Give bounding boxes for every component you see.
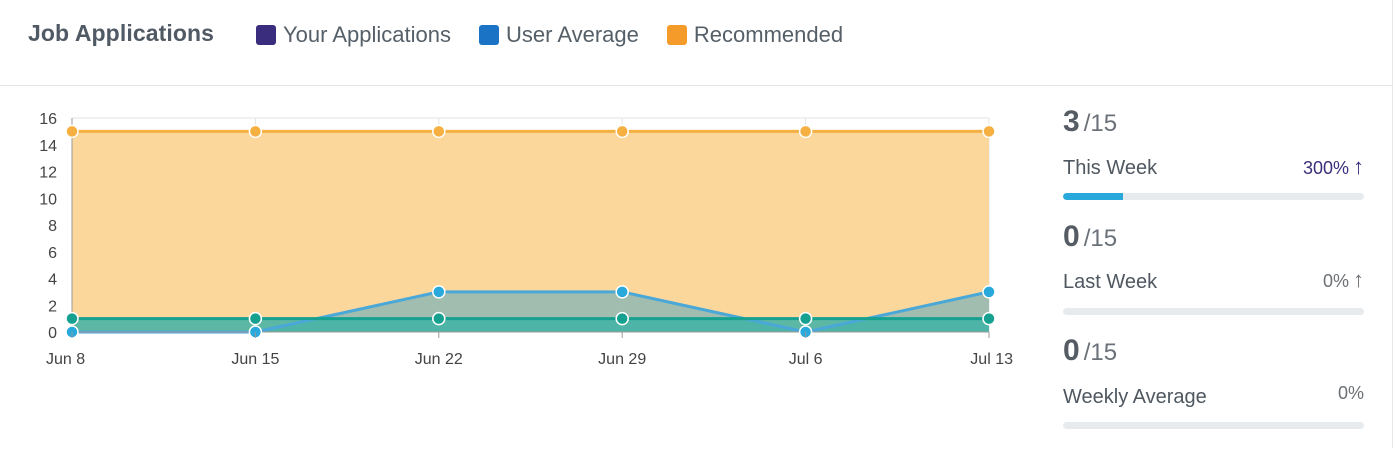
y-tick-label: 6 bbox=[48, 245, 57, 262]
x-tick-label: Jun 22 bbox=[415, 351, 463, 368]
stat-total: /15 bbox=[1083, 225, 1118, 252]
stat-change-value: 0% bbox=[1322, 271, 1349, 291]
data-point bbox=[798, 311, 813, 326]
data-point bbox=[615, 285, 629, 299]
data-point bbox=[248, 124, 263, 139]
stat-value: 0 bbox=[1063, 220, 1080, 253]
stat-value: 0 bbox=[1063, 334, 1080, 367]
arrow-up-icon: ↑ bbox=[1353, 154, 1364, 179]
legend-label: User Average bbox=[505, 22, 639, 47]
x-tick-label: Jul 6 bbox=[789, 351, 823, 368]
legend-item-user-average[interactable]: User Average bbox=[478, 22, 639, 48]
y-tick-label: 8 bbox=[48, 218, 57, 235]
legend-label: Recommended bbox=[693, 22, 844, 47]
legend-label: Your Applications bbox=[283, 22, 451, 47]
arrow-up-icon: ↑ bbox=[1353, 267, 1364, 292]
progress-track bbox=[1063, 193, 1364, 200]
stat-change-value: 0% bbox=[1337, 383, 1364, 403]
x-tick-label: Jul 13 bbox=[970, 351, 1013, 368]
y-tick-label: 10 bbox=[39, 191, 57, 208]
stat-value-row: 0/15 bbox=[1063, 334, 1117, 368]
area-recommended bbox=[72, 131, 989, 332]
data-point bbox=[432, 285, 446, 299]
legend-item-your-applications[interactable]: Your Applications bbox=[256, 22, 451, 48]
x-tick-label: Jun 29 bbox=[598, 351, 646, 368]
data-point bbox=[432, 124, 446, 139]
data-point bbox=[432, 311, 446, 326]
y-tick-label: 0 bbox=[48, 325, 57, 342]
data-point bbox=[65, 311, 79, 326]
legend-swatch-recommended bbox=[666, 25, 687, 45]
x-tick-label: Jun 15 bbox=[231, 351, 279, 368]
stat-label: Last Week bbox=[1063, 271, 1158, 293]
y-tick-label: 4 bbox=[48, 272, 57, 289]
legend-swatch-your-applications bbox=[256, 25, 276, 45]
data-point bbox=[982, 285, 996, 299]
stat-label: This Week bbox=[1063, 157, 1158, 179]
stat-total: /15 bbox=[1083, 339, 1118, 366]
y-tick-label: 2 bbox=[48, 298, 57, 315]
y-tick-label: 12 bbox=[39, 165, 57, 182]
data-point bbox=[982, 124, 996, 139]
data-point bbox=[65, 124, 79, 139]
progress-track bbox=[1063, 308, 1364, 315]
data-point bbox=[248, 311, 263, 326]
y-tick-label: 14 bbox=[39, 138, 57, 155]
stat-value-row: 3/15 bbox=[1063, 105, 1117, 139]
stat-label: Weekly Average bbox=[1063, 386, 1207, 408]
stat-value: 3 bbox=[1063, 105, 1080, 138]
area-chart: 0 2 4 6 8 10 12 14 16 Jun 8 Jun 15 Jun 22 Jun 29 Jul … bbox=[39, 111, 1013, 368]
data-point bbox=[615, 311, 629, 326]
stat-total: /15 bbox=[1083, 110, 1118, 137]
stat-change-value: 300% bbox=[1302, 158, 1349, 178]
stat-change: 0% ↑ bbox=[1323, 267, 1364, 293]
x-tick-label: Jun 8 bbox=[46, 351, 85, 368]
chart-legend: Your Applications User Average Recommend… bbox=[256, 22, 871, 48]
legend-swatch-user-average bbox=[478, 25, 499, 45]
data-point bbox=[982, 311, 996, 326]
progress-track bbox=[1063, 422, 1364, 429]
stat-value-row: 0/15 bbox=[1063, 220, 1117, 254]
stat-change: 300% ↑ bbox=[1303, 154, 1364, 180]
y-tick-label: 16 bbox=[39, 111, 57, 128]
data-point bbox=[615, 124, 629, 139]
stat-change: 0% bbox=[1338, 383, 1364, 404]
progress-fill bbox=[1063, 193, 1124, 200]
legend-item-recommended[interactable]: Recommended bbox=[666, 22, 844, 48]
header: Job Applications Your Applications User … bbox=[0, 0, 1393, 86]
page-title: Job Applications bbox=[28, 20, 215, 46]
data-point bbox=[798, 124, 813, 139]
